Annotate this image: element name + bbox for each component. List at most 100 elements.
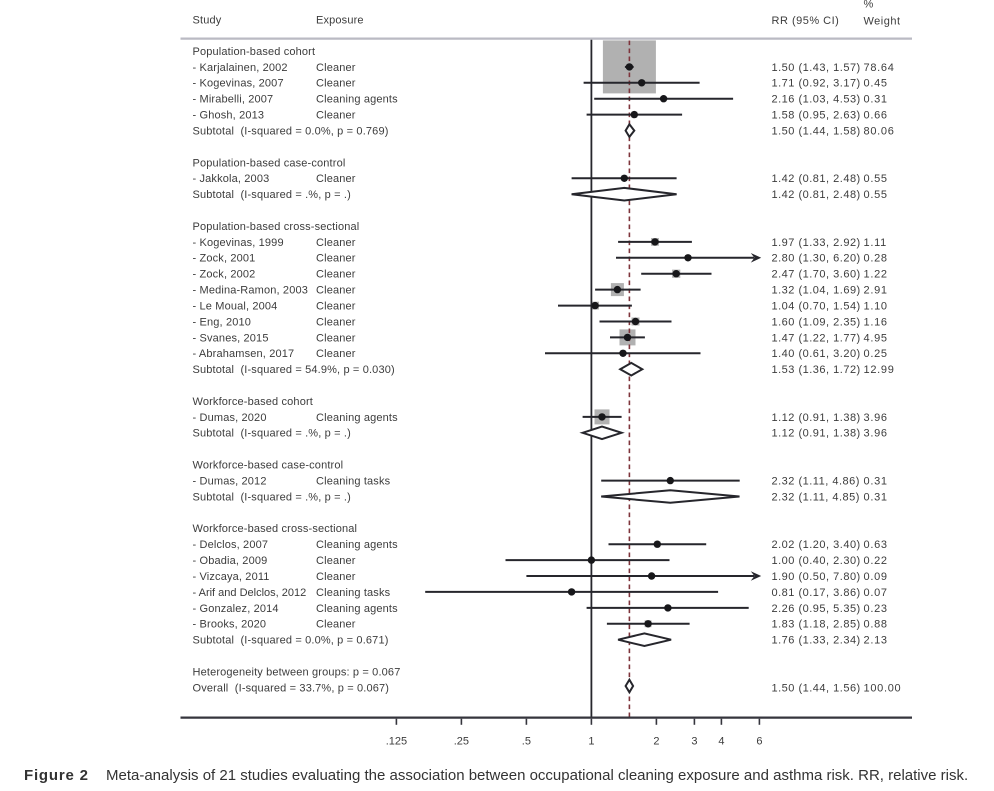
svg-text:Population-based cross-section: Population-based cross-sectional [193,221,360,233]
svg-text:- Zock, 2001: - Zock, 2001 [193,253,256,265]
svg-text:1.97 (1.33, 2.92): 1.97 (1.33, 2.92) [772,237,861,249]
svg-text:0.55: 0.55 [864,189,888,201]
svg-text:1.90 (0.50, 7.80): 1.90 (0.50, 7.80) [772,571,861,583]
svg-text:0.28: 0.28 [864,253,888,265]
svg-text:- Arif and Delclos, 2012: - Arif and Delclos, 2012 [193,587,307,599]
svg-text:2.32 (1.11, 4.85): 2.32 (1.11, 4.85) [772,491,860,503]
svg-text:3.96: 3.96 [864,428,888,440]
svg-text:0.25: 0.25 [864,348,888,360]
svg-text:2: 2 [653,735,659,747]
svg-text:2.16 (1.03, 4.53): 2.16 (1.03, 4.53) [772,94,861,106]
svg-text:Workforce-based case-control: Workforce-based case-control [193,460,344,472]
svg-text:Cleaner: Cleaner [316,269,356,281]
svg-text:Cleaner: Cleaner [316,301,356,313]
svg-text:Cleaner: Cleaner [316,348,356,360]
svg-text:Population-based case-control: Population-based case-control [193,157,346,169]
svg-text:1.12 (0.91, 1.38): 1.12 (0.91, 1.38) [772,428,861,440]
svg-text:- Delclos, 2007: - Delclos, 2007 [193,539,269,551]
svg-text:- Kogevinas, 1999: - Kogevinas, 1999 [193,237,284,249]
svg-text:1: 1 [588,735,594,747]
svg-text:Cleaning agents: Cleaning agents [316,539,398,551]
svg-text:- Dumas, 2020: - Dumas, 2020 [193,412,267,424]
svg-text:2.32 (1.11, 4.86): 2.32 (1.11, 4.86) [772,476,860,488]
svg-text:Cleaner: Cleaner [316,78,356,90]
svg-text:- Le Moual, 2004: - Le Moual, 2004 [193,301,278,313]
svg-text:Heterogeneity between groups:: Heterogeneity between groups: p = 0.067 [193,666,401,678]
svg-text:Workforce-based cross-sectiona: Workforce-based cross-sectional [193,523,358,535]
svg-text:Cleaner: Cleaner [316,555,356,567]
svg-text:Meta-analysis of 21 studies ev: Meta-analysis of 21 studies evaluating t… [106,767,968,784]
svg-text:Cleaner: Cleaner [316,619,356,631]
svg-text:Cleaning agents: Cleaning agents [316,94,398,106]
svg-text:2.26 (0.95, 5.35): 2.26 (0.95, 5.35) [772,603,861,615]
svg-text:.125: .125 [386,735,407,747]
svg-text:Subtotal (I-squared = 0.0%, p: Subtotal (I-squared = 0.0%, p = 0.769) [193,126,389,138]
svg-text:Cleaner: Cleaner [316,253,356,265]
svg-text:Cleaning tasks: Cleaning tasks [316,587,391,599]
svg-text:1.53 (1.36, 1.72): 1.53 (1.36, 1.72) [772,364,861,376]
svg-text:1.12 (0.91, 1.38): 1.12 (0.91, 1.38) [772,412,861,424]
svg-text:- Abrahamsen, 2017: - Abrahamsen, 2017 [193,348,295,360]
svg-text:12.99: 12.99 [864,364,895,376]
svg-text:Cleaner: Cleaner [316,62,356,74]
svg-text:%: % [864,0,874,11]
svg-text:Subtotal (I-squared = 0.0%, p: Subtotal (I-squared = 0.0%, p = 0.671) [193,635,389,647]
svg-text:Cleaner: Cleaner [316,316,356,328]
svg-text:80.06: 80.06 [864,126,895,138]
svg-text:- Eng, 2010: - Eng, 2010 [193,316,252,328]
svg-text:0.55: 0.55 [864,173,888,185]
svg-text:0.22: 0.22 [864,555,888,567]
svg-text:3: 3 [691,735,697,747]
svg-text:2.02 (1.20, 3.40): 2.02 (1.20, 3.40) [772,539,861,551]
svg-text:1.40 (0.61, 3.20): 1.40 (0.61, 3.20) [772,348,861,360]
svg-text:Cleaner: Cleaner [316,285,356,297]
svg-text:2.91: 2.91 [864,285,888,297]
svg-text:6: 6 [756,735,762,747]
svg-text:- Karjalainen, 2002: - Karjalainen, 2002 [193,62,288,74]
svg-text:1.47 (1.22, 1.77): 1.47 (1.22, 1.77) [772,332,861,344]
svg-text:1.58 (0.95, 2.63): 1.58 (0.95, 2.63) [772,110,861,122]
svg-text:Overall (I-squared = 33.7%, p: Overall (I-squared = 33.7%, p = 0.067) [193,682,390,694]
svg-text:2.13: 2.13 [864,635,888,647]
svg-text:0.31: 0.31 [864,476,888,488]
svg-text:1.10: 1.10 [864,301,888,313]
svg-text:Cleaning tasks: Cleaning tasks [316,476,391,488]
svg-text:- Vizcaya, 2011: - Vizcaya, 2011 [193,571,270,583]
svg-text:- Dumas, 2012: - Dumas, 2012 [193,476,267,488]
svg-text:Cleaning agents: Cleaning agents [316,603,398,615]
svg-text:Exposure: Exposure [316,14,364,26]
svg-text:1.32 (1.04, 1.69): 1.32 (1.04, 1.69) [772,285,861,297]
svg-text:0.81 (0.17, 3.86): 0.81 (0.17, 3.86) [772,587,861,599]
svg-text:Workforce-based cohort: Workforce-based cohort [193,396,313,408]
svg-text:Weight: Weight [864,16,901,28]
svg-text:1.50 (1.44, 1.56): 1.50 (1.44, 1.56) [772,682,861,694]
svg-text:Subtotal (I-squared = .%, p =: Subtotal (I-squared = .%, p = .) [193,189,351,201]
svg-text:Cleaner: Cleaner [316,571,356,583]
svg-text:1.50 (1.43, 1.57): 1.50 (1.43, 1.57) [772,62,861,74]
svg-text:0.31: 0.31 [864,94,888,106]
svg-text:Subtotal (I-squared = .%, p =: Subtotal (I-squared = .%, p = .) [193,491,351,503]
svg-text:4: 4 [718,735,724,747]
svg-text:.25: .25 [454,735,469,747]
svg-text:0.07: 0.07 [864,587,888,599]
svg-text:0.09: 0.09 [864,571,888,583]
svg-text:1.71 (0.92, 3.17): 1.71 (0.92, 3.17) [772,78,861,90]
svg-text:Cleaner: Cleaner [316,237,356,249]
svg-text:78.64: 78.64 [864,62,895,74]
svg-text:- Gonzalez, 2014: - Gonzalez, 2014 [193,603,279,615]
svg-text:0.23: 0.23 [864,603,888,615]
svg-text:3.96: 3.96 [864,412,888,424]
svg-text:- Kogevinas, 2007: - Kogevinas, 2007 [193,78,284,90]
svg-text:Population-based cohort: Population-based cohort [193,46,316,58]
svg-text:1.42 (0.81, 2.48): 1.42 (0.81, 2.48) [772,173,861,185]
svg-text:1.76 (1.33, 2.34): 1.76 (1.33, 2.34) [772,635,861,647]
svg-text:- Medina-Ramon, 2003: - Medina-Ramon, 2003 [193,285,309,297]
svg-text:100.00: 100.00 [864,682,902,694]
svg-text:- Obadia, 2009: - Obadia, 2009 [193,555,268,567]
svg-text:1.16: 1.16 [864,316,888,328]
svg-text:RR (95% CI): RR (95% CI) [772,15,840,27]
svg-text:.5: .5 [522,735,531,747]
svg-text:0.63: 0.63 [864,539,888,551]
svg-text:0.45: 0.45 [864,78,888,90]
svg-text:Study: Study [193,14,222,26]
